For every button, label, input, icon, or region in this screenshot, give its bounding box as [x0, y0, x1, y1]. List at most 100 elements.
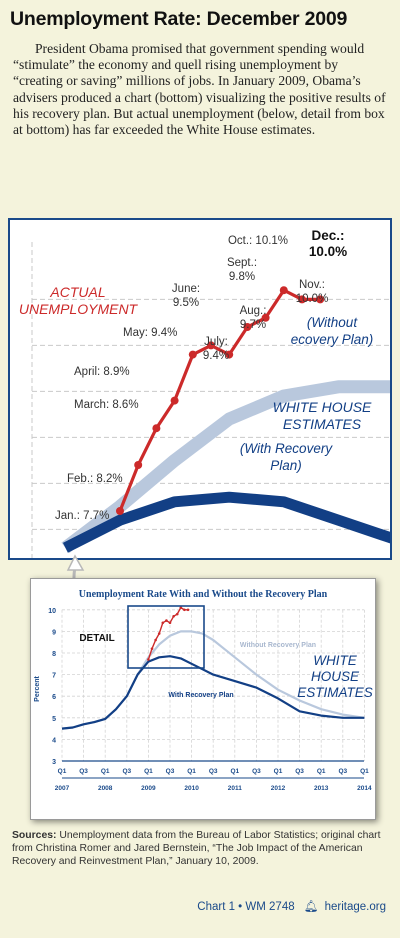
detail-label: DETAIL — [79, 633, 114, 644]
y-tick-label: 6 — [52, 694, 56, 701]
y-tick-label: 4 — [52, 737, 56, 744]
point-label: Sept.: — [227, 257, 257, 269]
point-label: March: 8.6% — [74, 399, 139, 411]
white-house-estimates-label: WHITE HOUSE — [273, 399, 372, 415]
actual-unemployment-label: UNEMPLOYMENT — [19, 301, 139, 317]
y-tick-label: 9 — [52, 629, 56, 636]
detail-actual-point — [179, 606, 183, 609]
actual-data-point — [188, 350, 197, 359]
main-chart: Jan.: 7.7% Feb.: 8.2% March: 8.6% April: 8.… — [8, 218, 392, 560]
actual-data-point — [207, 341, 215, 350]
without-plan-label: ecovery Plan) — [291, 332, 374, 347]
detail-actual-point — [150, 647, 154, 650]
x-year-label: 2012 — [271, 785, 286, 792]
actual-unemployment-label: ACTUAL — [49, 284, 105, 300]
bell-icon: 🔔︎ — [303, 901, 319, 913]
point-label: Oct.: 10.1% — [228, 235, 288, 247]
with-plan-label: Plan) — [270, 458, 302, 473]
y-tick-label: 10 — [48, 608, 56, 615]
sources-label: Sources: — [12, 830, 57, 841]
x-year-label: 2011 — [228, 785, 242, 792]
sources-note: Sources: Unemployment data from the Bure… — [12, 829, 384, 869]
detail-white-house-label: HOUSE — [311, 669, 360, 684]
point-label: 9.7% — [240, 319, 266, 331]
x-quarter-label: Q1 — [144, 768, 153, 775]
actual-data-point — [134, 461, 143, 469]
x-quarter-label: Q1 — [230, 768, 239, 775]
white-house-estimates-label: ESTIMATES — [283, 416, 362, 432]
x-quarter-label: Q1 — [101, 768, 110, 775]
x-quarter-label: Q3 — [209, 768, 218, 775]
chart-id: Chart 1 • WM 2748 — [197, 901, 295, 913]
point-label: Nov.: — [299, 279, 325, 291]
without-plan-label: (Without — [307, 315, 358, 330]
actual-data-point — [316, 295, 325, 304]
point-label: Feb.: 8.2% — [67, 473, 123, 485]
site-link[interactable]: heritage.org — [324, 901, 386, 913]
x-year-label: 2014 — [357, 785, 372, 792]
x-year-label: 2010 — [184, 785, 199, 792]
detail-actual-point — [147, 658, 150, 661]
detail-actual-point — [165, 619, 168, 622]
x-quarter-label: Q1 — [58, 768, 67, 775]
point-label: 10.0% — [296, 293, 329, 305]
x-year-label: 2008 — [98, 785, 113, 792]
point-label: 9.5% — [173, 297, 199, 309]
detail-actual-point — [168, 621, 172, 625]
point-label: April: 8.9% — [74, 366, 130, 378]
detail-without-plan-label: Without Recovery Plan — [240, 642, 316, 649]
point-label: May: 9.4% — [123, 327, 177, 339]
detail-actual-point — [175, 612, 179, 616]
x-quarter-label: Q1 — [317, 768, 326, 775]
detail-actual-point — [186, 608, 190, 612]
page-title: Unemployment Rate: December 2009 — [10, 8, 348, 30]
y-tick-label: 5 — [52, 716, 56, 723]
detail-white-house-label: WHITE — [313, 653, 357, 668]
x-quarter-label: Q3 — [295, 768, 304, 775]
detail-actual-point — [183, 608, 186, 612]
detail-actual-point — [157, 632, 161, 635]
actual-data-point — [279, 286, 288, 295]
actual-data-point — [170, 396, 179, 405]
actual-data-point — [261, 313, 270, 322]
with-plan-label: (With Recovery — [240, 441, 333, 456]
detail-actual-point — [161, 621, 165, 625]
detail-chart-title: Unemployment Rate With and Without the R… — [79, 589, 328, 600]
x-quarter-label: Q1 — [360, 768, 369, 775]
actual-data-point — [243, 323, 252, 331]
y-tick-label: 8 — [52, 651, 56, 658]
x-year-label: 2009 — [141, 785, 156, 792]
point-label: Jan.: 7.7% — [55, 510, 109, 522]
intro-paragraph: President Obama promised that government… — [13, 41, 386, 138]
x-quarter-label: Q3 — [79, 768, 88, 775]
detail-actual-point — [154, 638, 157, 642]
actual-data-point — [152, 424, 161, 433]
actual-data-point — [225, 350, 234, 359]
detail-with-plan-line — [61, 655, 365, 730]
x-quarter-label: Q3 — [252, 768, 261, 775]
x-quarter-label: Q1 — [274, 768, 283, 775]
point-label: 9.8% — [229, 271, 255, 283]
point-label: Aug.: — [240, 305, 267, 317]
detail-white-house-label: ESTIMATES — [297, 685, 373, 700]
main-chart-svg: Jan.: 7.7% Feb.: 8.2% March: 8.6% April: 8.… — [19, 228, 390, 558]
actual-data-point — [116, 507, 124, 515]
point-label: 10.0% — [309, 244, 347, 259]
x-quarter-label: Q1 — [187, 768, 196, 775]
x-year-label: 2007 — [55, 785, 70, 792]
point-label: Dec.: — [311, 228, 344, 243]
footer: Chart 1 • WM 2748 🔔︎ heritage.org — [197, 899, 386, 913]
detail-chart-svg: Unemployment Rate With and Without the R… — [34, 589, 373, 792]
y-tick-label: 3 — [52, 759, 56, 766]
point-label: June: — [172, 283, 200, 295]
series-with-plan-line — [62, 491, 390, 553]
x-quarter-label: Q3 — [338, 768, 347, 775]
x-quarter-label: Q3 — [122, 768, 131, 775]
point-label: July: — [204, 336, 228, 348]
detail-with-plan-label: With Recovery Plan — [168, 692, 233, 699]
sources-text: Unemployment data from the Bureau of Lab… — [12, 830, 381, 868]
x-year-label: 2013 — [314, 785, 329, 792]
y-tick-label: 7 — [52, 673, 56, 680]
x-quarter-label: Q3 — [166, 768, 175, 775]
y-axis-label: Percent — [34, 675, 41, 701]
